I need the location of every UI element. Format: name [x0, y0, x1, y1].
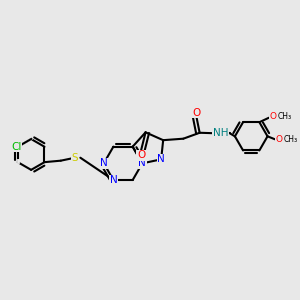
- Text: S: S: [72, 153, 78, 163]
- Text: O: O: [270, 112, 277, 121]
- Text: O: O: [193, 108, 201, 118]
- Text: N: N: [100, 158, 108, 168]
- Text: Cl: Cl: [11, 142, 22, 152]
- Text: N: N: [157, 154, 165, 164]
- Text: NH: NH: [213, 128, 228, 138]
- Text: O: O: [137, 151, 145, 160]
- Text: N: N: [138, 158, 146, 168]
- Text: CH₃: CH₃: [278, 112, 292, 121]
- Text: N: N: [110, 175, 117, 185]
- Text: O: O: [276, 135, 283, 144]
- Text: CH₃: CH₃: [284, 135, 298, 144]
